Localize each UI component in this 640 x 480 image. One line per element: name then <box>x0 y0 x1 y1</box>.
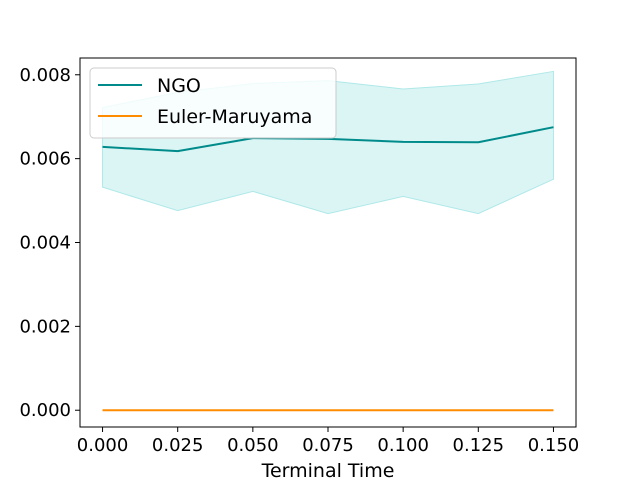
y-axis-ticks: 0.000 0.002 0.004 0.006 0.008 <box>19 65 80 421</box>
series-lines <box>102 126 554 412</box>
legend: NGO Euler-Maruyama <box>89 67 337 139</box>
y-tick-label: 0.004 <box>19 233 71 254</box>
x-tick-label: 0.075 <box>302 435 354 456</box>
legend-label: Euler-Maruyama <box>157 106 312 128</box>
y-tick-label: 0.008 <box>19 65 71 86</box>
x-tick-label: 0.100 <box>377 435 429 456</box>
x-tick-label: 0.150 <box>528 435 580 456</box>
series-line-ngo <box>102 126 554 153</box>
x-tick-label: 0.050 <box>227 435 279 456</box>
x-tick-label: 0.000 <box>77 435 129 456</box>
y-tick-label: 0.002 <box>19 316 71 337</box>
x-tick-label: 0.125 <box>453 435 505 456</box>
x-tick-label: 0.025 <box>152 435 204 456</box>
y-tick-label: 0.006 <box>19 149 71 170</box>
x-axis-label: Terminal Time <box>261 460 395 480</box>
y-tick-label: 0.000 <box>19 400 71 421</box>
legend-label: NGO <box>157 75 201 97</box>
x-axis-ticks: 0.000 0.025 0.050 0.075 0.100 0.125 0.150 <box>77 427 579 456</box>
legend-box <box>89 67 337 139</box>
